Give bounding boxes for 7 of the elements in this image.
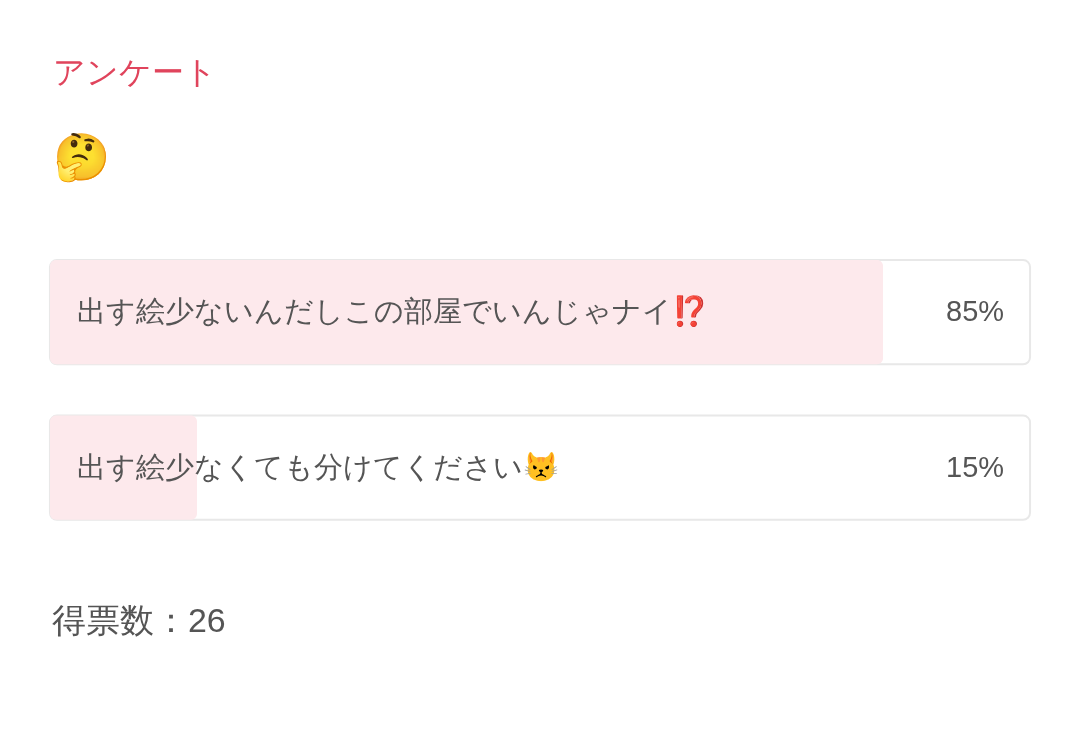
y-tick-label: 出す絵少なくても分けてください😾 — [76, 450, 559, 483]
y-tick-label: 出す絵少ないんだしこの部屋でいんじゃナイ⁉ — [76, 294, 708, 329]
chart-subtitle: 🤔 — [52, 131, 110, 185]
text: 得票数：26 — [51, 600, 226, 639]
chart-title: アンケート — [52, 54, 217, 91]
data-label: 85% — [946, 295, 1005, 328]
data-label: 15% — [946, 450, 1005, 483]
